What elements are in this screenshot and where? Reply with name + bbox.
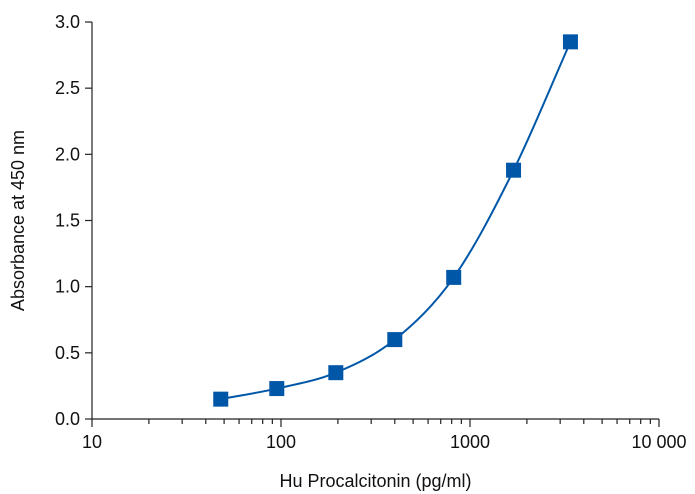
y-tick-label: 0.0 [55, 409, 80, 429]
data-point-marker [506, 162, 522, 178]
x-tick-label: 1000 [450, 432, 490, 452]
data-point-marker [213, 391, 229, 407]
y-tick-label: 1.0 [55, 277, 80, 297]
data-point-marker [328, 365, 344, 381]
data-points [213, 34, 578, 407]
y-tick-label: 0.5 [55, 343, 80, 363]
y-axis-title: Absorbance at 450 nm [8, 130, 28, 311]
x-axis-title: Hu Procalcitonin (pg/ml) [279, 471, 471, 491]
y-tick-label: 3.0 [55, 12, 80, 32]
data-point-marker [446, 269, 462, 285]
x-tick-label: 10 000 [631, 432, 686, 452]
data-point-marker [387, 332, 403, 348]
y-tick-label: 2.0 [55, 144, 80, 164]
x-tick-label: 100 [266, 432, 296, 452]
y-tick-label: 2.5 [55, 78, 80, 98]
axes [91, 22, 659, 420]
data-point-marker [269, 381, 285, 397]
y-tick-label: 1.5 [55, 211, 80, 231]
data-point-marker [562, 34, 578, 50]
x-tick-label: 10 [82, 432, 102, 452]
axis-ticks: 0.0 0.5 1.0 1.5 2.0 2.5 3.0 10 100 1000 10 000 [55, 12, 687, 452]
